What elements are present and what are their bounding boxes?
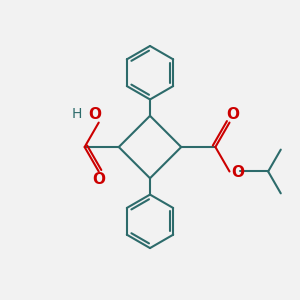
Text: H: H <box>71 107 82 121</box>
Text: O: O <box>89 107 102 122</box>
Text: O: O <box>92 172 105 187</box>
Text: O: O <box>231 166 244 181</box>
Text: O: O <box>226 107 239 122</box>
